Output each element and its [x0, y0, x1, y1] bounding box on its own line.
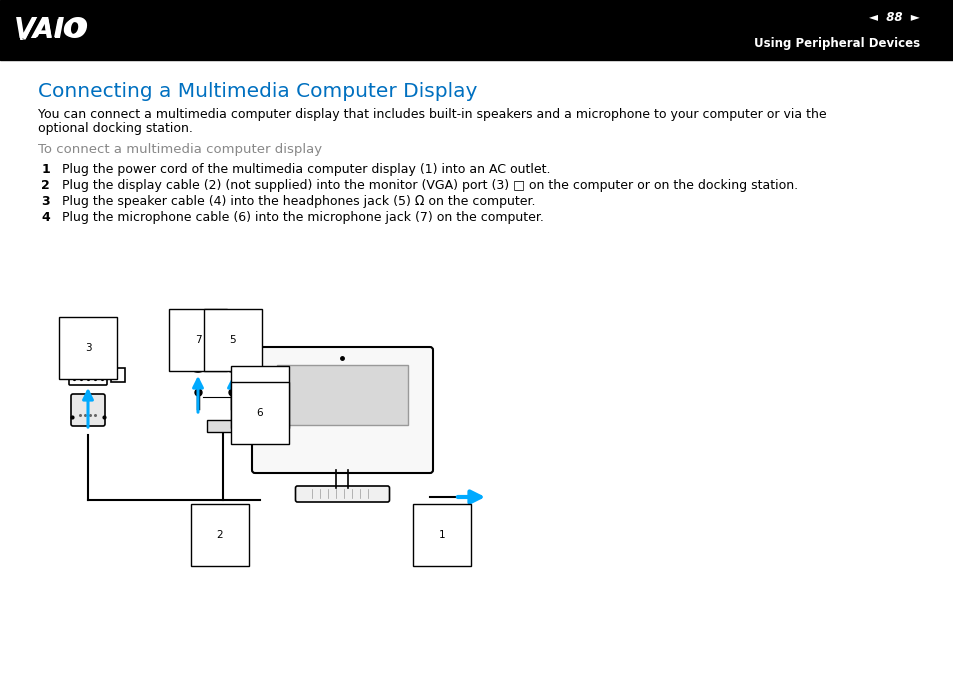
- Bar: [111, 368, 125, 382]
- Text: \/​AIO: \/​AIO: [16, 18, 84, 42]
- Text: Plug the speaker cable (4) into the headphones jack (5) Ω on the computer.: Plug the speaker cable (4) into the head…: [62, 195, 535, 208]
- Text: 1: 1: [41, 163, 50, 176]
- Text: VAIO: VAIO: [14, 16, 89, 44]
- FancyBboxPatch shape: [71, 394, 105, 426]
- Circle shape: [228, 357, 237, 367]
- FancyBboxPatch shape: [295, 486, 389, 502]
- Bar: [207, 420, 239, 432]
- Text: Ω: Ω: [246, 357, 255, 371]
- Text: Connecting a Multimedia Computer Display: Connecting a Multimedia Computer Display: [38, 82, 476, 101]
- Circle shape: [193, 357, 203, 367]
- Text: optional docking station.: optional docking station.: [38, 122, 193, 135]
- FancyBboxPatch shape: [252, 347, 433, 473]
- Text: 7: 7: [194, 335, 201, 345]
- Text: 4: 4: [41, 211, 50, 224]
- Text: ◄  88  ►: ◄ 88 ►: [868, 11, 919, 24]
- Text: 3: 3: [85, 343, 91, 353]
- Text: 3: 3: [41, 195, 50, 208]
- Text: Plug the microphone cable (6) into the microphone jack (7) on the computer.: Plug the microphone cable (6) into the m…: [62, 211, 543, 224]
- Text: 1: 1: [438, 530, 445, 540]
- Text: 2: 2: [41, 179, 50, 192]
- Text: You can connect a multimedia computer display that includes built-in speakers an: You can connect a multimedia computer di…: [38, 108, 825, 121]
- Text: Plug the power cord of the multimedia computer display (1) into an AC outlet.: Plug the power cord of the multimedia co…: [62, 163, 550, 176]
- Text: 4: 4: [256, 392, 263, 402]
- Bar: [0, 0, 953, 60]
- Text: Plug the display cable (2) (not supplied) into the monitor (VGA) port (3) □ on t: Plug the display cable (2) (not supplied…: [62, 179, 798, 192]
- Text: 6: 6: [256, 408, 263, 418]
- Bar: [276, 365, 408, 425]
- Text: 5: 5: [230, 335, 236, 345]
- FancyBboxPatch shape: [69, 365, 107, 385]
- Text: Using Peripheral Devices: Using Peripheral Devices: [753, 36, 919, 50]
- Text: To connect a multimedia computer display: To connect a multimedia computer display: [38, 143, 322, 156]
- Text: 2: 2: [216, 530, 223, 540]
